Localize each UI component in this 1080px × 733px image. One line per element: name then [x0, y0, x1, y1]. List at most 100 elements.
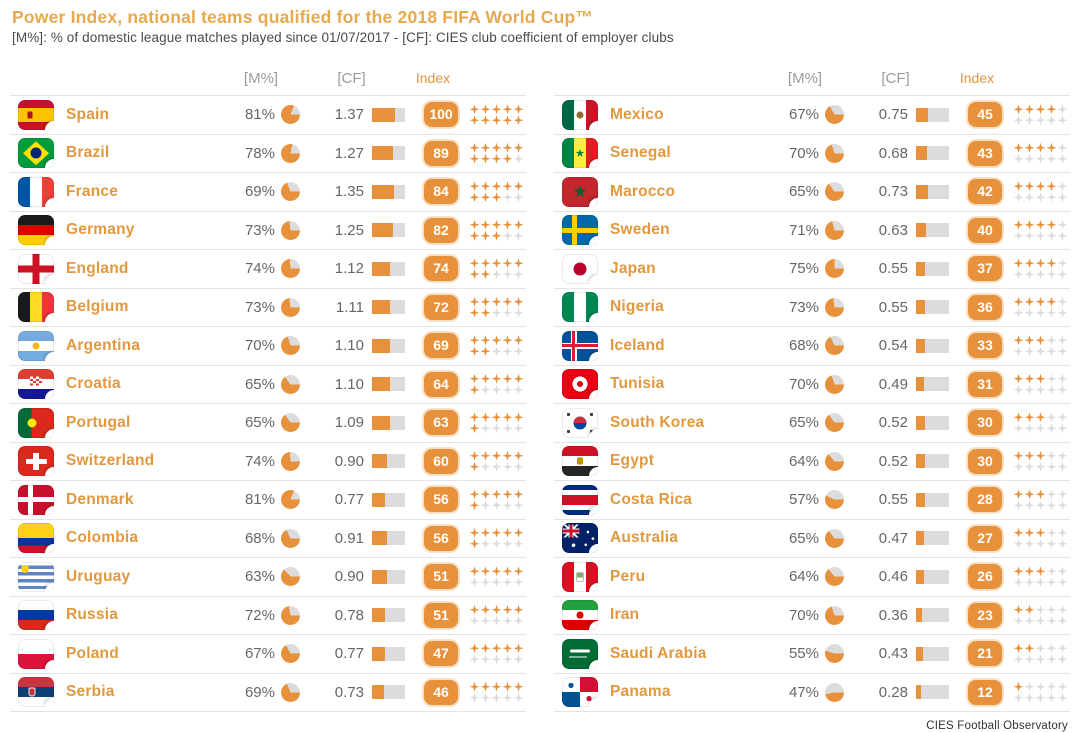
match-share-pie-icon — [281, 490, 300, 510]
index-badge-slot: 37 — [963, 256, 1007, 282]
star-filled-icon — [469, 412, 480, 423]
star-filled-icon — [491, 604, 502, 615]
index-badge-slot: 89 — [419, 140, 463, 166]
country-flag — [18, 600, 54, 631]
index-badge: 100 — [424, 102, 458, 128]
match-share-value: 74% — [244, 452, 275, 470]
star-filled-icon — [1013, 181, 1024, 192]
star-filled-icon — [469, 269, 480, 280]
star-empty-icon — [502, 500, 513, 511]
star-empty-icon — [1057, 258, 1068, 269]
star-empty-icon — [1024, 230, 1035, 241]
star-filled-icon — [469, 461, 480, 472]
star-empty-icon — [1024, 192, 1035, 203]
table-header: [M%] [CF] Index — [554, 61, 1070, 95]
match-share-value: 64% — [788, 568, 819, 586]
star-filled-icon — [1024, 373, 1035, 384]
star-rating — [1013, 450, 1070, 472]
index-badge: 60 — [424, 448, 458, 474]
match-share-value: 67% — [244, 645, 275, 663]
star-empty-icon — [1046, 489, 1057, 500]
star-empty-icon — [480, 615, 491, 626]
club-coefficient-bar-fill — [372, 184, 395, 199]
star-empty-icon — [513, 307, 524, 318]
club-coefficient-bar — [916, 685, 949, 700]
star-empty-icon — [1057, 373, 1068, 384]
star-empty-icon — [1057, 527, 1068, 538]
club-coefficient-bar-fill — [372, 646, 385, 661]
star-filled-icon — [491, 142, 502, 153]
star-filled-icon — [491, 489, 502, 500]
match-share-pie-icon — [281, 682, 300, 702]
table-row: Portugal 65% 1.09 63 — [10, 403, 526, 442]
star-filled-icon — [491, 219, 502, 230]
star-empty-icon — [1046, 307, 1057, 318]
star-empty-icon — [1057, 500, 1068, 511]
star-rating — [1013, 604, 1070, 626]
star-filled-icon — [480, 373, 491, 384]
page-title: Power Index, national teams qualified fo… — [12, 7, 594, 27]
star-empty-icon — [502, 423, 513, 434]
match-share-value: 65% — [244, 414, 275, 432]
team-name: Senegal — [610, 144, 671, 162]
index-badge: 26 — [968, 564, 1002, 590]
club-coefficient-value: 0.68 — [878, 144, 908, 162]
star-filled-icon — [1024, 104, 1035, 115]
star-filled-icon — [502, 489, 513, 500]
team-name: Belgium — [66, 298, 129, 316]
club-coefficient-value: 0.75 — [878, 106, 908, 124]
club-coefficient-value: 0.90 — [334, 452, 364, 470]
club-coefficient-value: 0.73 — [878, 183, 908, 201]
star-empty-icon — [1046, 269, 1057, 280]
star-rating — [1013, 258, 1070, 280]
star-filled-icon — [469, 681, 480, 692]
star-empty-icon — [1035, 115, 1046, 126]
star-empty-icon — [1046, 346, 1057, 357]
team-name: Poland — [66, 644, 119, 662]
match-share-value: 63% — [244, 568, 275, 586]
star-filled-icon — [1024, 450, 1035, 461]
star-empty-icon — [1035, 153, 1046, 164]
flag-corner-curl-icon — [45, 467, 54, 477]
club-coefficient-bar — [916, 492, 949, 507]
star-filled-icon — [480, 296, 491, 307]
match-share-value: 57% — [788, 491, 819, 509]
star-filled-icon — [491, 192, 502, 203]
star-filled-icon — [469, 423, 480, 434]
match-share-pie-icon — [281, 567, 300, 587]
index-badge-slot: 26 — [963, 564, 1007, 590]
column-header-match-share: [M%] — [243, 69, 279, 87]
star-filled-icon — [513, 335, 524, 346]
index-badge: 37 — [968, 256, 1002, 282]
star-filled-icon — [1046, 219, 1057, 230]
page-subtitle: [M%]: % of domestic league matches playe… — [12, 30, 674, 45]
star-empty-icon — [1024, 654, 1035, 665]
star-empty-icon — [513, 654, 524, 665]
flag-corner-curl-icon — [45, 197, 54, 207]
index-badge: 72 — [424, 294, 458, 320]
star-filled-icon — [1024, 566, 1035, 577]
match-share-pie-icon — [281, 297, 300, 317]
flag-corner-curl-icon — [589, 544, 598, 554]
star-empty-icon — [1024, 692, 1035, 703]
club-coefficient-value: 0.36 — [878, 606, 908, 624]
match-share-pie-icon — [281, 644, 300, 664]
match-share-value: 68% — [788, 337, 819, 355]
star-rating — [469, 335, 526, 357]
star-empty-icon — [480, 692, 491, 703]
star-empty-icon — [1024, 269, 1035, 280]
match-share-pie-icon — [281, 413, 300, 433]
table-row: Australia 65% 0.47 27 — [554, 518, 1070, 558]
star-empty-icon — [1057, 192, 1068, 203]
star-filled-icon — [1024, 219, 1035, 230]
star-rating — [469, 643, 526, 665]
club-coefficient-bar — [916, 261, 949, 276]
star-empty-icon — [1057, 692, 1068, 703]
star-filled-icon — [480, 258, 491, 269]
index-badge: 21 — [968, 641, 1002, 667]
index-badge-slot: 46 — [419, 679, 463, 705]
star-filled-icon — [513, 181, 524, 192]
star-empty-icon — [502, 346, 513, 357]
star-empty-icon — [1046, 115, 1057, 126]
star-empty-icon — [1057, 104, 1068, 115]
